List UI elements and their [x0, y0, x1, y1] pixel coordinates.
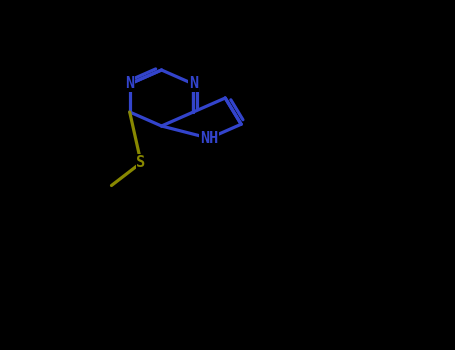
Text: N: N: [189, 77, 198, 91]
Text: S: S: [136, 155, 146, 170]
Text: N: N: [125, 77, 134, 91]
Text: NH: NH: [200, 131, 218, 146]
